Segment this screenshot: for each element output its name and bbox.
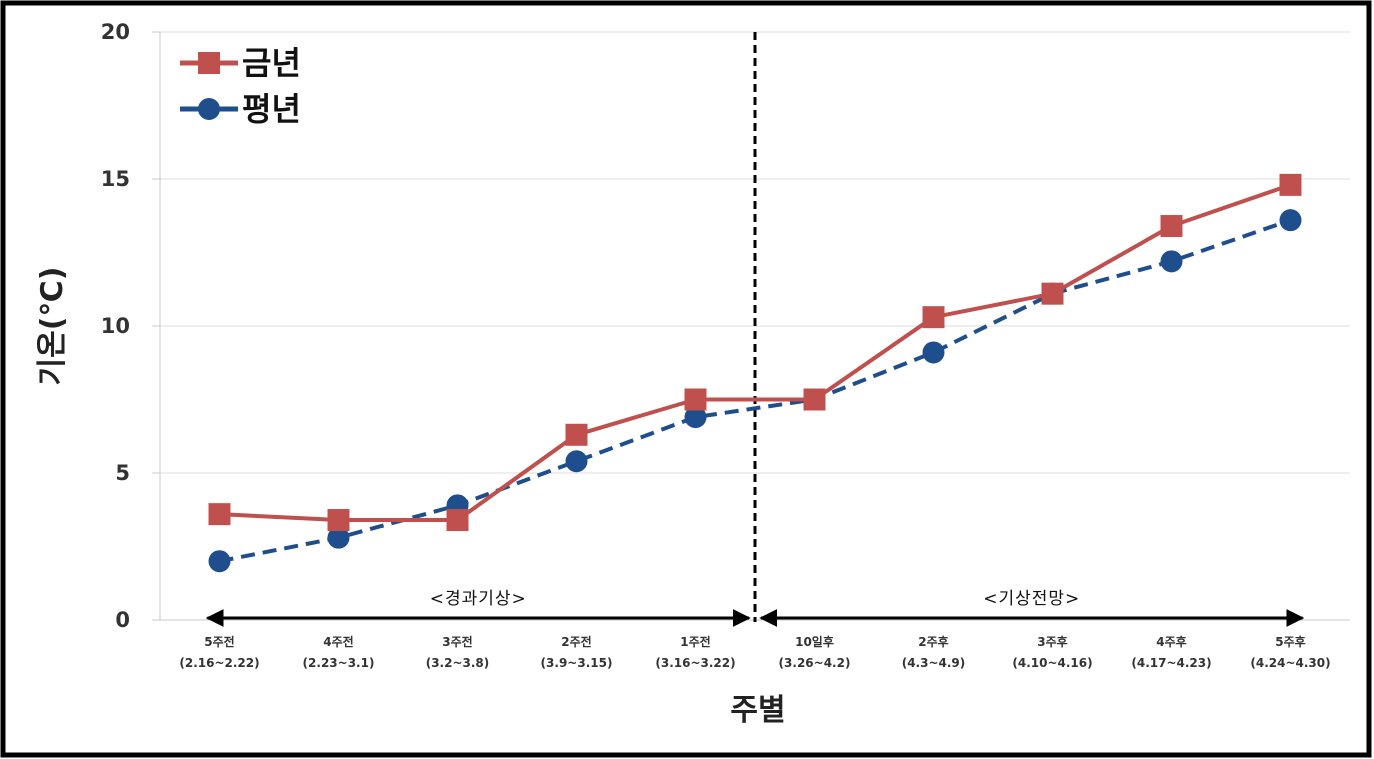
data-point-square	[922, 306, 945, 329]
data-point-square	[327, 509, 350, 532]
x-tick-sublabel: (4.3~4.9)	[902, 656, 966, 670]
x-tick-label: 4주전	[323, 634, 353, 649]
x-tick-label: 2주전	[561, 634, 591, 649]
y-tick-label: 15	[101, 167, 130, 191]
data-point-square	[565, 423, 588, 446]
y-tick-label: 0	[115, 608, 130, 632]
series-markers	[208, 173, 1302, 573]
x-tick-sublabel: (3.26~4.2)	[779, 656, 851, 670]
data-point-circle	[208, 550, 231, 573]
x-tick-label: 2주후	[918, 634, 948, 649]
x-tick-label: 4주후	[1156, 634, 1186, 649]
data-point-circle	[1279, 209, 1302, 232]
data-point-square	[684, 388, 707, 411]
data-point-square	[1160, 215, 1183, 238]
series-lines	[219, 182, 1292, 564]
data-point-square	[446, 509, 469, 532]
x-tick-sublabel: (3.9~3.15)	[541, 656, 613, 670]
x-tick-label: 3주전	[442, 634, 472, 649]
x-tick-sublabel: (4.17~4.23)	[1131, 656, 1211, 670]
x-tick-sublabel: (2.23~3.1)	[303, 656, 375, 670]
data-point-square	[1279, 173, 1302, 196]
data-point-circle	[922, 341, 945, 364]
series-line-0	[219, 182, 1292, 523]
x-tick-sublabel: (4.24~4.30)	[1250, 656, 1330, 670]
x-tick-sublabel: (3.2~3.8)	[426, 656, 490, 670]
x-tick-sublabel: (2.16~2.22)	[179, 656, 259, 670]
y-axis-ticks: 0 5 10 15 20	[101, 20, 160, 632]
x-tick-label: 5주전	[204, 634, 234, 649]
legend-label: 금년	[242, 44, 301, 82]
legend-marker-circle	[198, 98, 220, 120]
data-point-circle	[684, 406, 707, 429]
x-tick-label: 10일후	[795, 634, 834, 649]
data-point-circle	[327, 526, 350, 549]
region-label: <경과기상>	[430, 589, 527, 609]
x-tick-label: 1주전	[680, 634, 710, 649]
x-tick-sublabel: (4.10~4.16)	[1012, 656, 1092, 670]
y-tick-label: 10	[101, 314, 130, 338]
period-regions: <경과기상> <기상전망>	[205, 589, 1305, 627]
region-label: <기상전망>	[983, 589, 1080, 609]
y-tick-label: 20	[101, 20, 130, 44]
data-point-circle	[1160, 250, 1183, 273]
x-axis-ticks: 5주전 (2.16~2.22) 4주전 (2.23~3.1) 3주전 (3.2~3.8) 2…	[179, 634, 1330, 670]
data-point-square	[803, 388, 826, 411]
x-tick-label: 3주후	[1037, 634, 1067, 649]
x-tick-sublabel: (3.16~3.22)	[655, 656, 735, 670]
x-tick-label: 5주후	[1275, 634, 1305, 649]
x-axis-title: 주별	[730, 693, 785, 728]
data-point-circle	[565, 450, 588, 473]
y-axis-title: 기온(℃)	[35, 267, 70, 386]
legend-label: 평년	[242, 90, 301, 128]
y-tick-label: 5	[115, 461, 130, 485]
legend-marker-square	[198, 52, 220, 74]
data-point-square	[208, 503, 231, 526]
data-point-square	[1041, 282, 1064, 305]
